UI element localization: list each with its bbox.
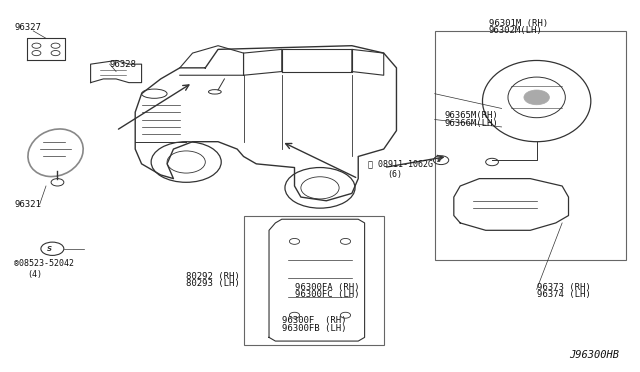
Text: 96366M(LH): 96366M(LH) [444, 119, 498, 128]
Text: 80292 (RH): 80292 (RH) [186, 272, 240, 281]
Text: S: S [437, 158, 441, 163]
Text: 96300F  (RH): 96300F (RH) [282, 316, 346, 325]
Text: 96302M(LH): 96302M(LH) [489, 26, 543, 35]
Text: 96300FA (RH): 96300FA (RH) [294, 283, 359, 292]
FancyBboxPatch shape [244, 215, 384, 345]
Text: 96300FC (LH): 96300FC (LH) [294, 291, 359, 299]
Text: ®08523-52042: ®08523-52042 [14, 259, 74, 268]
Text: 96327: 96327 [14, 23, 41, 32]
Text: Ⓝ 08911-1062G: Ⓝ 08911-1062G [368, 159, 433, 169]
Text: 96365M(RH): 96365M(RH) [444, 111, 498, 121]
Text: 96373 (RH): 96373 (RH) [537, 283, 591, 292]
Text: 96374 (LH): 96374 (LH) [537, 291, 591, 299]
FancyBboxPatch shape [435, 31, 626, 260]
Text: (6): (6) [387, 170, 402, 179]
Text: 80293 (LH): 80293 (LH) [186, 279, 240, 288]
Text: (4): (4) [27, 270, 42, 279]
Text: 96328: 96328 [109, 60, 136, 69]
Text: 96321: 96321 [14, 200, 41, 209]
Circle shape [524, 90, 549, 105]
Text: S: S [47, 246, 52, 252]
Text: J96300HB: J96300HB [570, 350, 620, 359]
Text: 96300FB (LH): 96300FB (LH) [282, 324, 346, 333]
Text: 96301M (RH): 96301M (RH) [489, 19, 548, 28]
